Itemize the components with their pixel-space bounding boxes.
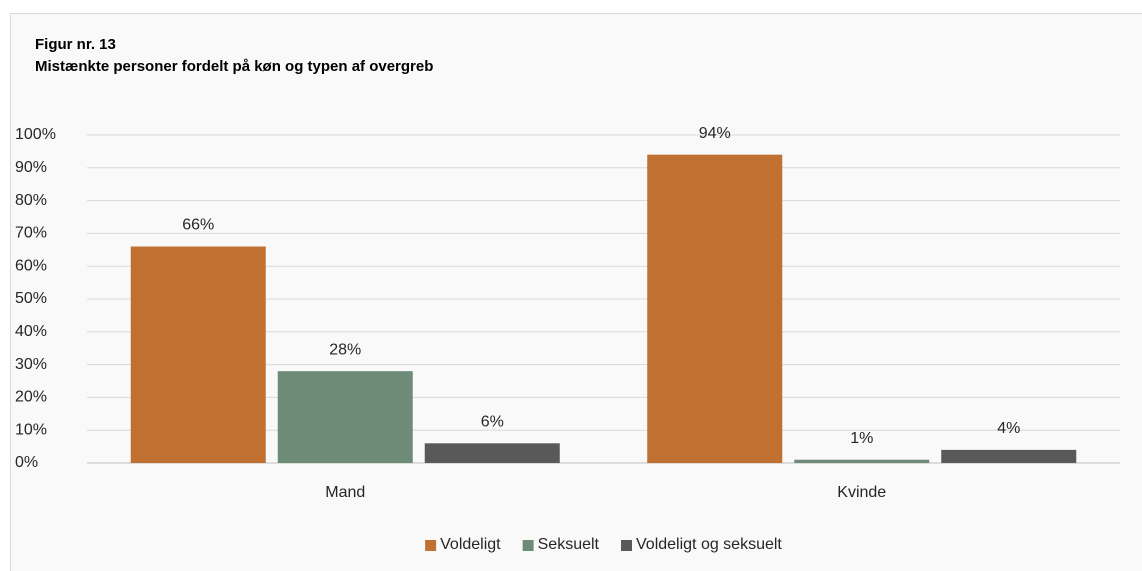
bar [647,154,783,463]
chart-title: Figur nr. 13 [35,36,116,53]
y-tick-label: 70% [15,225,47,242]
y-tick-label: 80% [15,192,47,209]
data-label: 66% [182,217,214,234]
chart-subtitle: Mistænkte personer fordelt på køn og typ… [35,58,433,75]
bar [424,443,560,463]
y-tick-label: 0% [15,454,38,471]
legend-swatch [621,540,632,551]
data-label: 4% [997,420,1020,437]
legend-label: Voldeligt og seksuelt [636,536,782,553]
data-label: 6% [481,414,504,431]
bar [794,459,930,463]
data-label: 1% [850,430,873,447]
data-label: 94% [699,125,731,142]
data-label: 28% [329,341,361,358]
y-tick-label: 20% [15,389,47,406]
y-tick-label: 60% [15,257,47,274]
bar [941,449,1077,463]
y-tick-label: 40% [15,323,47,340]
y-tick-label: 10% [15,421,47,438]
bar [130,246,266,463]
legend-label: Seksuelt [538,536,600,553]
y-tick-label: 50% [15,290,47,307]
y-tick-label: 100% [15,126,56,143]
legend-label: Voldeligt [440,536,501,553]
x-tick-label: Kvinde [837,484,886,501]
legend-swatch [522,540,534,551]
y-tick-label: 30% [15,356,47,373]
legend-swatch [425,540,437,551]
x-tick-label: Mand [325,484,365,501]
y-tick-label: 90% [15,159,47,176]
bar [277,371,413,463]
